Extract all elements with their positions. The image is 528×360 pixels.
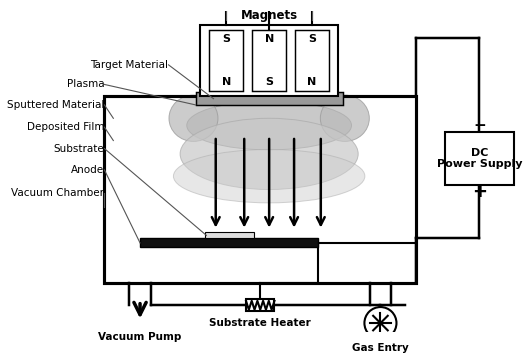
Bar — [209, 30, 243, 91]
Bar — [105, 96, 416, 283]
Text: Substrate: Substrate — [54, 144, 105, 154]
Ellipse shape — [320, 95, 369, 141]
Text: S: S — [222, 34, 230, 44]
Text: Anode: Anode — [71, 165, 105, 175]
Ellipse shape — [187, 101, 352, 150]
Text: Target Material: Target Material — [90, 60, 168, 70]
Bar — [204, 232, 253, 238]
Text: S: S — [265, 77, 273, 87]
Text: Deposited Film: Deposited Film — [27, 122, 105, 132]
Text: N: N — [265, 34, 274, 44]
Bar — [196, 93, 343, 105]
Text: Gas Entry: Gas Entry — [352, 343, 409, 353]
Bar — [200, 25, 338, 96]
Text: Plasma: Plasma — [67, 80, 105, 89]
Text: S: S — [308, 34, 316, 44]
Text: +: + — [472, 183, 487, 201]
Ellipse shape — [173, 149, 365, 203]
Bar — [140, 238, 318, 247]
Bar — [295, 30, 329, 91]
Text: DC
Power Supply: DC Power Supply — [437, 148, 522, 169]
Ellipse shape — [169, 95, 218, 141]
Circle shape — [364, 307, 397, 339]
Bar — [445, 132, 514, 185]
Text: Vacuum Pump: Vacuum Pump — [98, 332, 182, 342]
Text: Vacuum Chamber: Vacuum Chamber — [12, 188, 105, 198]
Text: Magnets: Magnets — [241, 9, 298, 22]
Text: Substrate Heater: Substrate Heater — [210, 318, 311, 328]
Text: N: N — [222, 77, 231, 87]
Text: Sputtered Material: Sputtered Material — [7, 100, 105, 110]
Text: N: N — [307, 77, 317, 87]
Ellipse shape — [180, 118, 358, 189]
Bar — [246, 299, 275, 311]
Bar — [252, 30, 286, 91]
Text: −: − — [473, 118, 486, 133]
